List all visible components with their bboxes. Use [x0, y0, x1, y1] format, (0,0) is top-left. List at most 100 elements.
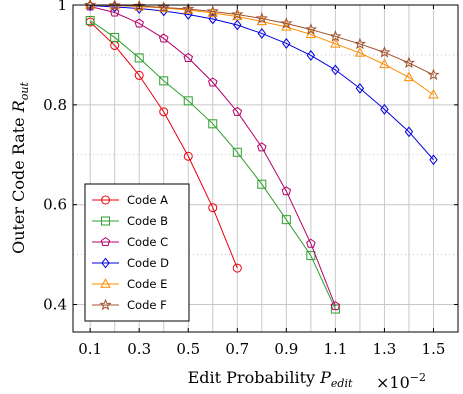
- data-point-code-b: [306, 251, 316, 261]
- legend-marker: [100, 278, 111, 288]
- plot-area-frame: [72, 4, 459, 333]
- legend-item: Code D: [92, 256, 169, 270]
- data-point-code-a: [183, 151, 193, 161]
- data-point-code-c: [330, 301, 341, 311]
- data-point-code-e: [379, 58, 390, 69]
- y-tick-label: 1: [57, 0, 67, 14]
- x-axis-label: Edit Probability Pedit: [188, 368, 353, 390]
- axis-ticks: 0.1 0.3 0.5 0.7 0.9 1.1 1.3 1.5 0.4 0.6 0.8 1: [43, 0, 458, 358]
- data-point-code-b: [257, 179, 267, 189]
- y-axis-label-text: Outer Code Rate: [9, 117, 28, 254]
- data-point-code-d: [282, 38, 291, 49]
- legend-box: [84, 183, 190, 322]
- series-group: [84, 0, 440, 314]
- data-point-code-d: [306, 50, 316, 61]
- x-axis-label-text: Edit Probability: [188, 368, 315, 387]
- legend-marker: [99, 298, 112, 311]
- y-tick-label: 0.4: [43, 296, 67, 314]
- data-point-code-d: [355, 82, 365, 94]
- data-point-code-f: [157, 1, 170, 13]
- series-code-b: [85, 15, 340, 314]
- data-point-code-d: [331, 64, 340, 76]
- data-point-code-f: [304, 23, 317, 35]
- data-point-code-a: [159, 107, 169, 117]
- data-point-code-b: [183, 96, 193, 106]
- data-point-code-b: [208, 119, 218, 129]
- series-line-code-f: [90, 4, 434, 76]
- x-tick-label: 0.7: [225, 340, 249, 358]
- legend-item: Code C: [92, 235, 168, 249]
- series-line-code-b: [89, 20, 336, 310]
- grid: [73, 4, 458, 332]
- data-point-code-d: [404, 126, 414, 138]
- data-point-code-f: [182, 2, 195, 15]
- x-axis-label-subscript: edit: [331, 377, 353, 390]
- data-point-code-c: [257, 142, 267, 152]
- legend-item: Code B: [92, 214, 168, 228]
- data-point-code-e: [428, 89, 439, 99]
- data-point-code-c: [208, 77, 218, 87]
- x-tick-label: 0.3: [127, 340, 151, 358]
- legend-item: Code A: [92, 193, 168, 207]
- data-point-code-a: [134, 70, 144, 80]
- y-axis-label-subscript: out: [18, 82, 31, 101]
- legend-item: Code E: [92, 277, 167, 291]
- data-point-code-b: [85, 15, 95, 25]
- x-tick-label: 0.1: [78, 340, 102, 358]
- data-point-code-e: [305, 28, 317, 39]
- legend-label: Code B: [127, 214, 168, 228]
- legend-item: Code F: [92, 298, 167, 312]
- legend-marker: [100, 236, 111, 247]
- x-tick-label: 1.1: [323, 340, 347, 358]
- data-point-code-a: [232, 263, 242, 273]
- data-point-code-e: [354, 47, 366, 57]
- y-axis-label: Outer Code Rate Rout: [9, 82, 31, 254]
- data-point-code-c: [109, 7, 120, 17]
- data-point-code-b: [159, 76, 169, 86]
- data-point-code-c: [158, 33, 169, 43]
- data-point-code-d: [208, 13, 218, 25]
- data-point-code-d: [380, 103, 389, 115]
- legend-label: Code C: [127, 235, 168, 249]
- legend-label: Code E: [127, 277, 167, 291]
- data-point-code-f: [108, 0, 121, 11]
- x-axis-multiplier: ×10−2: [376, 371, 426, 392]
- x-axis-multiplier-base: ×10: [376, 373, 410, 392]
- data-point-code-d: [233, 19, 242, 31]
- data-point-code-e: [403, 71, 415, 82]
- data-point-code-f: [353, 37, 367, 50]
- data-point-code-f: [427, 68, 440, 81]
- series-line-code-d: [90, 5, 434, 161]
- data-point-code-b: [232, 147, 242, 157]
- x-axis-label-symbol: P: [319, 368, 331, 387]
- x-tick-label: 0.5: [176, 340, 200, 358]
- y-tick-label: 0.8: [43, 96, 67, 114]
- series-line-code-a: [89, 21, 238, 269]
- data-point-code-d: [257, 28, 267, 39]
- legend: Code A Code B Code C Code D Code E Code F: [84, 183, 190, 322]
- legend-marker: [101, 216, 110, 226]
- data-point-code-f: [206, 5, 219, 17]
- data-point-code-c: [134, 18, 144, 28]
- data-point-code-d: [429, 154, 438, 166]
- data-point-code-c: [306, 238, 316, 248]
- series-line-code-c: [90, 6, 336, 307]
- data-point-code-f: [378, 46, 391, 58]
- legend-label: Code A: [127, 193, 168, 207]
- data-point-code-b: [110, 32, 120, 42]
- data-point-code-f: [402, 56, 416, 69]
- legend-label: Code F: [127, 298, 167, 312]
- legend-marker: [101, 195, 110, 205]
- legend-marker: [101, 257, 110, 269]
- data-point-code-a: [208, 203, 218, 213]
- data-point-code-c: [183, 52, 194, 62]
- data-point-code-e: [330, 38, 341, 48]
- data-point-code-f: [255, 12, 268, 24]
- y-tick-label: 0.6: [43, 196, 67, 214]
- legend-label: Code D: [127, 256, 169, 270]
- data-point-code-c: [232, 106, 243, 116]
- y-axis-label-symbol: R: [9, 100, 28, 113]
- x-tick-label: 1.5: [422, 340, 446, 358]
- data-point-code-b: [281, 215, 291, 225]
